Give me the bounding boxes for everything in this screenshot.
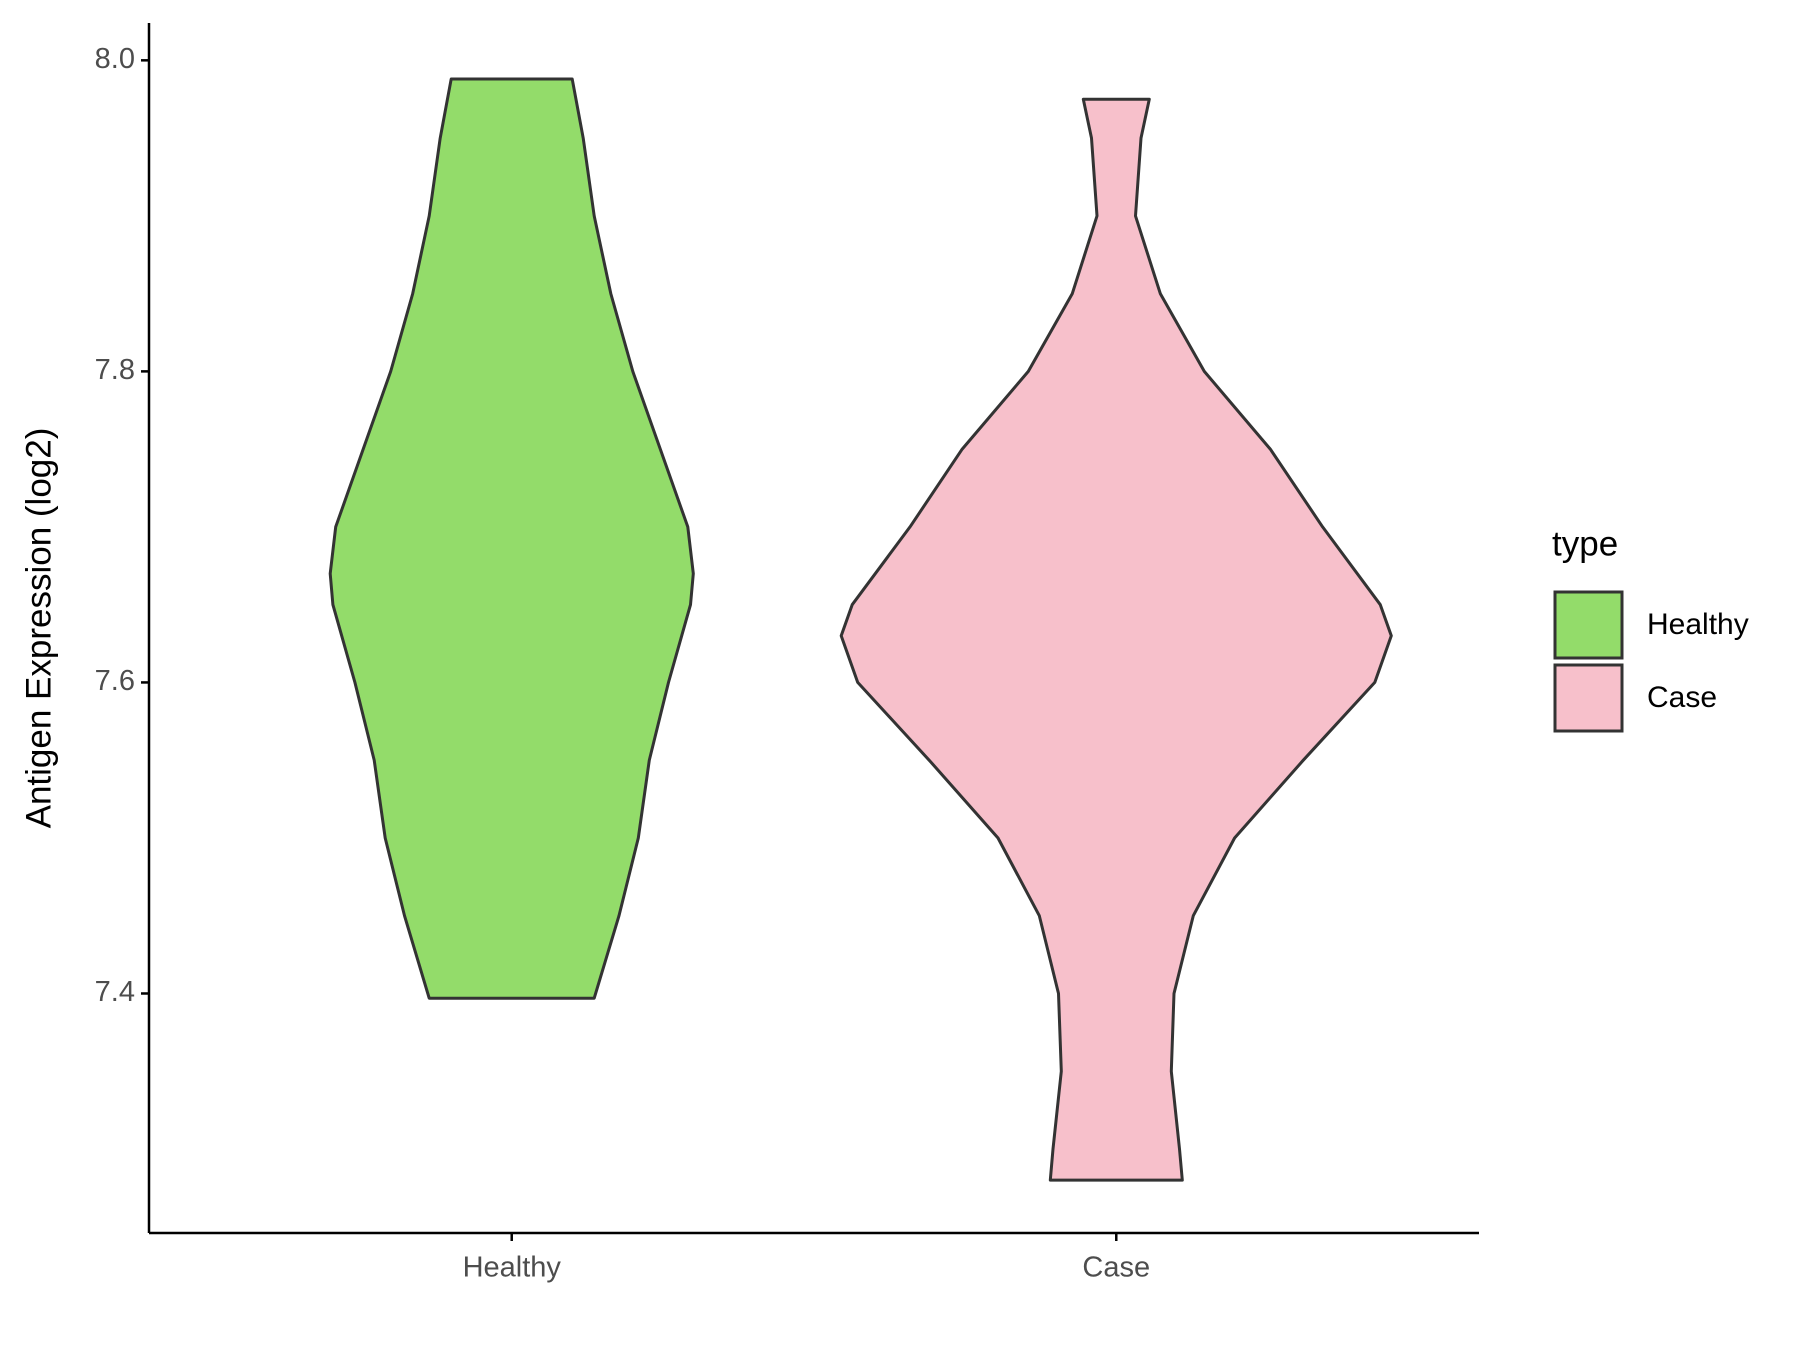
violin	[328, 77, 695, 1000]
violin	[839, 97, 1393, 1182]
y-tick-label: 7.8	[95, 354, 135, 386]
legend-label: Healthy	[1647, 608, 1749, 641]
legend-title: type	[1552, 524, 1618, 563]
y-tick-label: 8.0	[95, 43, 135, 75]
x-tick-label: Healthy	[463, 1252, 562, 1284]
x-tick-label: Case	[1082, 1252, 1150, 1284]
y-tick-label: 7.4	[95, 976, 135, 1008]
legend-key	[1553, 663, 1624, 733]
y-axis-label: Antigen Expression (log2)	[19, 428, 58, 829]
legend-key	[1553, 590, 1624, 660]
legend-label: Case	[1647, 681, 1717, 714]
y-tick-label: 7.6	[95, 665, 135, 697]
